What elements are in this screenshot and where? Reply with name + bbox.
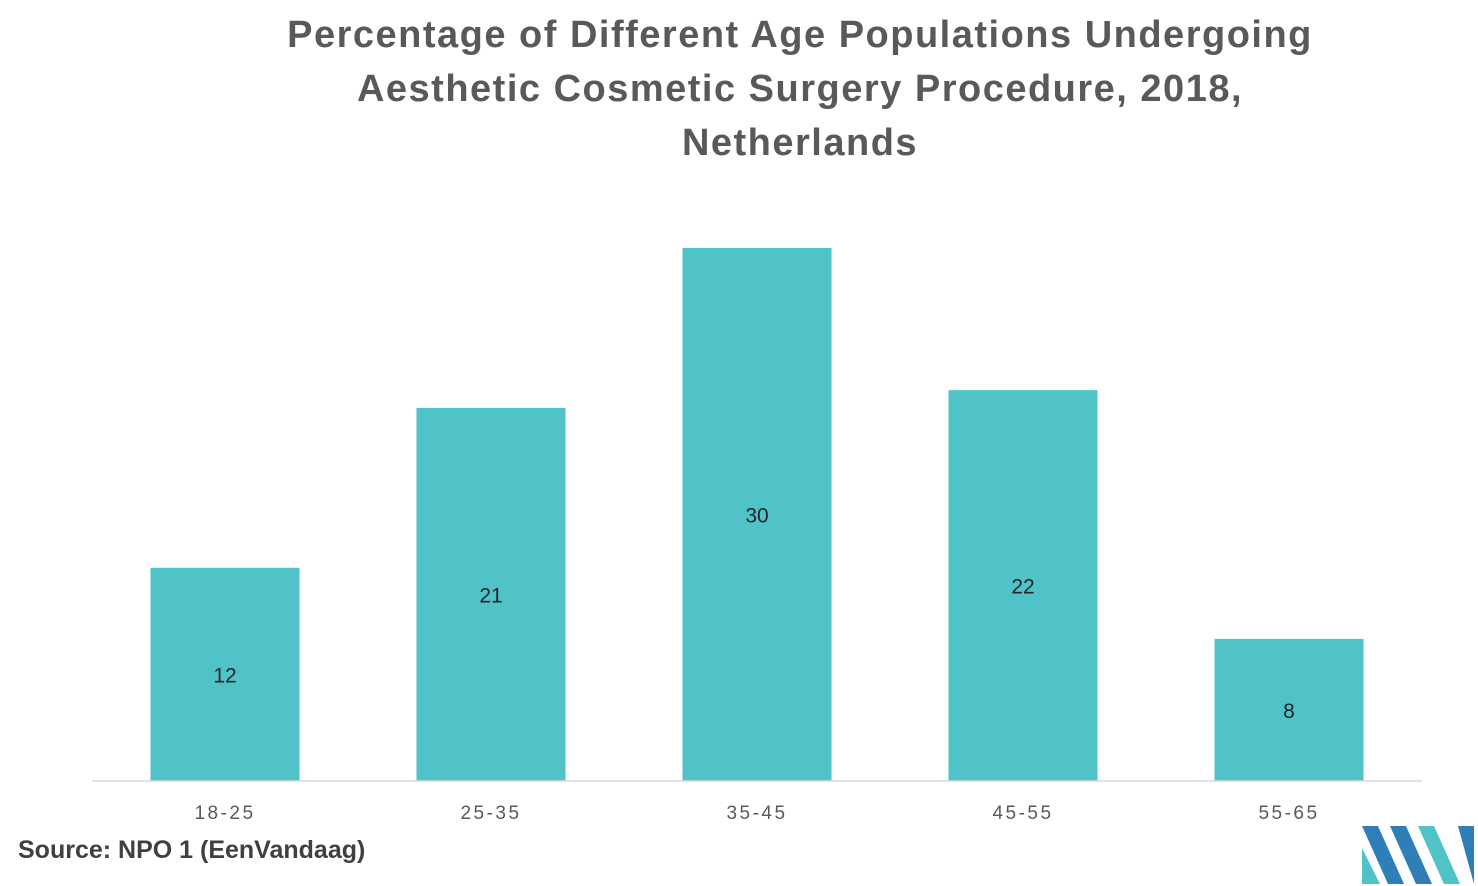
- bar-35-45: [682, 248, 832, 781]
- data-label-18-25: 12: [213, 664, 236, 687]
- x-tick-label-18-25: 18-25: [194, 803, 255, 824]
- bar-18-25: [150, 567, 300, 781]
- bar-55-65: [1214, 638, 1364, 781]
- chart-title: Percentage of Different Age Populations …: [200, 8, 1400, 170]
- data-label-45-55: 22: [1011, 576, 1034, 599]
- source-note: Source: NPO 1 (EenVandaag): [18, 836, 366, 864]
- x-tick-label-45-55: 45-55: [992, 803, 1053, 824]
- chart-title-line-1: Percentage of Different Age Populations …: [287, 14, 1313, 56]
- x-tick-label-55-65: 55-65: [1258, 803, 1319, 824]
- x-tick-label-25-35: 25-35: [460, 803, 521, 824]
- chart-title-line-2: Aesthetic Cosmetic Surgery Procedure, 20…: [356, 68, 1244, 110]
- data-label-25-35: 21: [479, 584, 502, 607]
- bar-45-55: [948, 390, 1098, 781]
- bar-25-35: [416, 407, 566, 781]
- data-label-55-65: 8: [1283, 700, 1295, 723]
- x-tick-label-35-45: 35-45: [726, 803, 787, 824]
- labels-layer: 12 18-25 21 25-35 30 35-45 22 45-55 8 55-65: [194, 505, 1319, 825]
- bars-layer: [150, 248, 1364, 781]
- chart-title-line-3: Netherlands: [681, 122, 919, 164]
- company-logo-icon: [1362, 826, 1474, 884]
- data-label-35-45: 30: [745, 505, 768, 528]
